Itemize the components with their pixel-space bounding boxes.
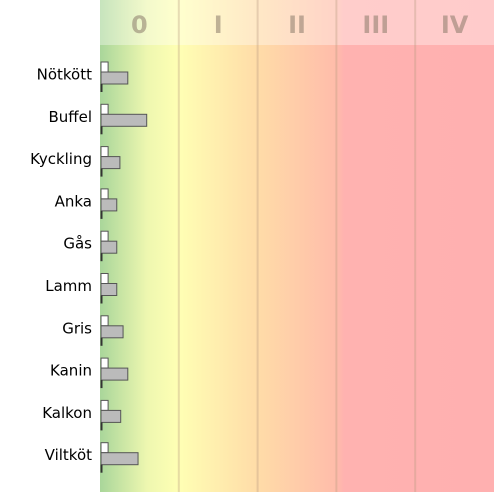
bar: [100, 315, 109, 327]
bar: [100, 230, 109, 242]
category-label: Buffel: [48, 108, 92, 126]
category-label: Gås: [63, 235, 92, 253]
bar: [100, 283, 118, 296]
bar: [100, 273, 109, 284]
bar: [100, 61, 109, 73]
category-label: Lamm: [45, 277, 92, 295]
class-label: II: [288, 11, 306, 39]
bar: [100, 113, 148, 127]
category-label: Nötkött: [37, 66, 92, 84]
category-label: Kanin: [50, 362, 92, 380]
bar: [100, 146, 109, 158]
class-background: [100, 0, 494, 492]
bar: [100, 357, 109, 369]
header-band: [100, 0, 494, 45]
class-label: IV: [441, 11, 469, 39]
bar: [100, 367, 129, 381]
category-label: Kalkon: [42, 404, 92, 422]
class-label: 0: [131, 11, 148, 39]
class-label: I: [214, 11, 223, 39]
category-label: Gris: [62, 319, 92, 337]
class-label: III: [362, 11, 389, 39]
bar: [100, 240, 118, 254]
bar: [100, 156, 121, 170]
bar: [100, 452, 139, 466]
bar: [100, 71, 129, 85]
category-label: Viltköt: [45, 446, 92, 464]
category-label: Anka: [55, 192, 92, 210]
bar: [100, 409, 122, 423]
bar: [100, 325, 124, 339]
bar: [100, 399, 109, 411]
bar: [100, 188, 109, 200]
bar: [100, 442, 109, 454]
bar: [100, 103, 109, 115]
bar: [100, 198, 118, 212]
category-label: Kyckling: [30, 150, 92, 168]
